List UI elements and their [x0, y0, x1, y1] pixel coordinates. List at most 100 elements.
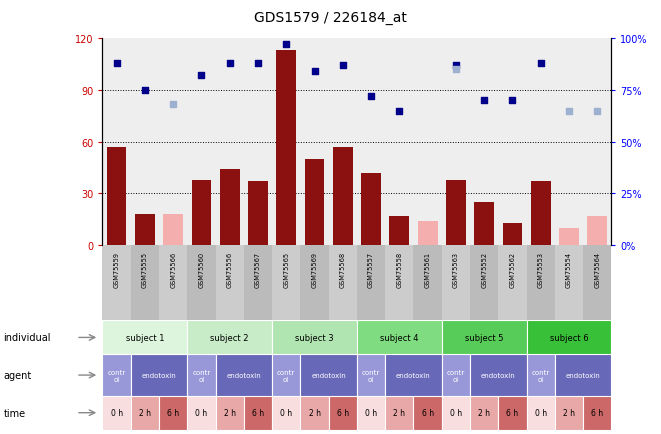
Text: GSM75556: GSM75556: [227, 252, 233, 288]
Bar: [192, 180, 212, 246]
Bar: [361, 173, 381, 246]
Text: 6 h: 6 h: [336, 408, 349, 417]
Point: [507, 98, 518, 105]
Text: agent: agent: [3, 370, 32, 380]
Bar: [305, 160, 325, 246]
Text: subject 2: subject 2: [210, 333, 249, 342]
Bar: [159, 396, 187, 430]
Text: GSM75558: GSM75558: [397, 252, 403, 288]
Text: 2 h: 2 h: [223, 408, 236, 417]
Bar: [329, 396, 357, 430]
Bar: [215, 246, 244, 321]
Text: GSM75564: GSM75564: [594, 252, 600, 288]
Text: subject 3: subject 3: [295, 333, 334, 342]
Bar: [159, 246, 187, 321]
Bar: [187, 396, 215, 430]
Bar: [555, 246, 583, 321]
Bar: [244, 246, 272, 321]
Bar: [583, 246, 611, 321]
Point: [479, 98, 490, 105]
Bar: [131, 246, 159, 321]
Bar: [442, 396, 470, 430]
Bar: [385, 355, 442, 396]
Bar: [414, 396, 442, 430]
Text: 6 h: 6 h: [591, 408, 603, 417]
Text: 6 h: 6 h: [167, 408, 179, 417]
Bar: [220, 170, 239, 246]
Text: 2 h: 2 h: [139, 408, 151, 417]
Bar: [502, 223, 522, 246]
Bar: [418, 221, 438, 246]
Bar: [555, 355, 611, 396]
Bar: [531, 182, 551, 246]
Point: [168, 102, 178, 108]
Text: 2 h: 2 h: [563, 408, 575, 417]
Bar: [272, 321, 357, 355]
Bar: [106, 148, 126, 246]
Text: contr
ol: contr ol: [531, 369, 550, 381]
Bar: [300, 246, 329, 321]
Point: [451, 66, 461, 73]
Text: GSM75561: GSM75561: [424, 252, 430, 288]
Bar: [272, 355, 300, 396]
Bar: [414, 246, 442, 321]
Text: 0 h: 0 h: [450, 408, 462, 417]
Text: endotoxin: endotoxin: [396, 372, 431, 378]
Text: GSM75552: GSM75552: [481, 252, 487, 288]
Text: 0 h: 0 h: [535, 408, 547, 417]
Text: 0 h: 0 h: [196, 408, 208, 417]
Text: endotoxin: endotoxin: [141, 372, 176, 378]
Point: [224, 60, 235, 67]
Bar: [498, 246, 527, 321]
Text: subject 6: subject 6: [550, 333, 588, 342]
Point: [253, 60, 263, 67]
Text: GSM75565: GSM75565: [284, 252, 290, 288]
Bar: [385, 246, 414, 321]
Bar: [357, 355, 385, 396]
Point: [196, 73, 207, 80]
Bar: [442, 321, 527, 355]
Text: 6 h: 6 h: [506, 408, 518, 417]
Bar: [187, 246, 215, 321]
Text: GSM75568: GSM75568: [340, 252, 346, 288]
Text: GSM75567: GSM75567: [255, 252, 261, 288]
Text: GSM75554: GSM75554: [566, 252, 572, 288]
Point: [366, 93, 376, 100]
Text: GSM75562: GSM75562: [510, 252, 516, 288]
Bar: [442, 246, 470, 321]
Bar: [333, 148, 353, 246]
Text: 6 h: 6 h: [422, 408, 434, 417]
Text: time: time: [3, 408, 25, 418]
Bar: [163, 215, 183, 246]
Text: 0 h: 0 h: [110, 408, 123, 417]
Bar: [248, 182, 268, 246]
Point: [281, 42, 292, 49]
Bar: [131, 355, 187, 396]
Bar: [244, 396, 272, 430]
Bar: [187, 321, 272, 355]
Text: 0 h: 0 h: [280, 408, 292, 417]
Text: endotoxin: endotoxin: [566, 372, 601, 378]
Bar: [272, 396, 300, 430]
Bar: [470, 355, 527, 396]
Bar: [102, 321, 187, 355]
Bar: [102, 396, 131, 430]
Bar: [102, 355, 131, 396]
Point: [111, 60, 122, 67]
Bar: [527, 355, 555, 396]
Text: GDS1579 / 226184_at: GDS1579 / 226184_at: [254, 11, 407, 25]
Bar: [442, 355, 470, 396]
Bar: [276, 51, 296, 246]
Point: [309, 69, 320, 76]
Text: contr
ol: contr ol: [447, 369, 465, 381]
Bar: [131, 396, 159, 430]
Text: subject 5: subject 5: [465, 333, 504, 342]
Bar: [357, 396, 385, 430]
Bar: [527, 246, 555, 321]
Text: subject 1: subject 1: [126, 333, 164, 342]
Text: individual: individual: [3, 332, 51, 342]
Point: [338, 62, 348, 69]
Text: endotoxin: endotoxin: [481, 372, 516, 378]
Bar: [357, 321, 442, 355]
Point: [535, 60, 546, 67]
